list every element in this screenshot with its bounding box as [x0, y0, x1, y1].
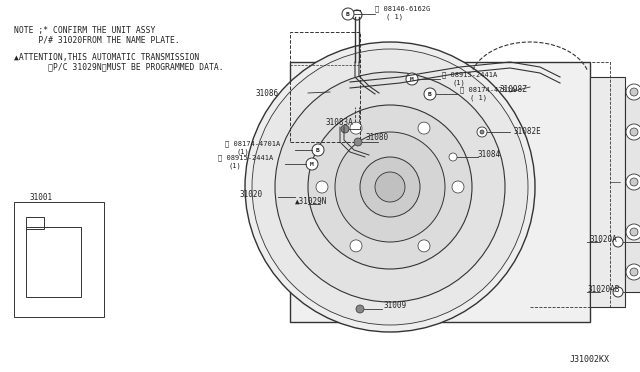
Text: (1): (1)	[236, 149, 249, 155]
Text: ( 1): ( 1)	[470, 95, 487, 101]
Text: B: B	[428, 92, 432, 96]
Circle shape	[350, 122, 362, 134]
Text: Ⓑ 08174-4701A: Ⓑ 08174-4701A	[225, 141, 280, 147]
Circle shape	[375, 172, 405, 202]
Text: 31080: 31080	[365, 132, 388, 141]
Text: 31020AB: 31020AB	[588, 285, 620, 294]
Text: NOTE ;* CONFIRM THE UNIT ASSY: NOTE ;* CONFIRM THE UNIT ASSY	[14, 26, 156, 35]
Text: 31083A: 31083A	[325, 118, 353, 126]
Circle shape	[477, 127, 487, 137]
Text: B: B	[316, 148, 320, 153]
Text: ▲31029N: ▲31029N	[295, 196, 328, 205]
Text: M: M	[410, 77, 414, 81]
Circle shape	[626, 124, 640, 140]
Circle shape	[626, 174, 640, 190]
Circle shape	[630, 88, 638, 96]
Circle shape	[342, 8, 354, 20]
Text: P/# 31020FROM THE NAME PLATE.: P/# 31020FROM THE NAME PLATE.	[14, 35, 180, 45]
Circle shape	[613, 287, 623, 297]
Circle shape	[452, 181, 464, 193]
Circle shape	[424, 88, 436, 100]
Circle shape	[341, 125, 349, 133]
Circle shape	[626, 264, 640, 280]
Text: 31020A: 31020A	[590, 234, 618, 244]
Circle shape	[406, 73, 418, 85]
Text: ( 1): ( 1)	[386, 14, 403, 20]
Circle shape	[335, 132, 445, 242]
Text: Ⓜ 08915-2441A: Ⓜ 08915-2441A	[442, 72, 497, 78]
Text: ▲ATTENTION,THIS AUTOMATIC TRANSMISSION: ▲ATTENTION,THIS AUTOMATIC TRANSMISSION	[14, 52, 199, 61]
Text: (1): (1)	[228, 163, 241, 169]
Circle shape	[449, 153, 457, 161]
Circle shape	[630, 128, 638, 136]
Circle shape	[350, 240, 362, 252]
Text: Ⓑ 08174-4701A: Ⓑ 08174-4701A	[460, 87, 515, 93]
Bar	[625, 92, 640, 292]
Text: B: B	[346, 12, 350, 16]
Circle shape	[613, 237, 623, 247]
Circle shape	[356, 305, 364, 313]
Circle shape	[630, 228, 638, 236]
Text: M: M	[310, 161, 314, 167]
Text: 31098Z: 31098Z	[500, 84, 528, 93]
Circle shape	[626, 224, 640, 240]
Text: 31001: 31001	[30, 192, 53, 202]
Circle shape	[418, 122, 430, 134]
Text: 31084: 31084	[478, 150, 501, 158]
Circle shape	[626, 84, 640, 100]
Bar	[14, 202, 104, 317]
Bar	[590, 77, 625, 307]
Circle shape	[306, 158, 318, 170]
Text: ⒱ 08146-6162G: ⒱ 08146-6162G	[375, 6, 430, 12]
Text: 〈P/C 31029N〉MUST BE PROGRAMMED DATA.: 〈P/C 31029N〉MUST BE PROGRAMMED DATA.	[14, 62, 223, 71]
Bar	[26, 227, 81, 297]
Circle shape	[630, 178, 638, 186]
Circle shape	[312, 144, 324, 156]
Circle shape	[360, 157, 420, 217]
Text: 31020: 31020	[240, 189, 263, 199]
Circle shape	[480, 130, 484, 134]
Circle shape	[316, 181, 328, 193]
Circle shape	[354, 138, 362, 146]
Text: 31082E: 31082E	[513, 126, 541, 135]
Text: 31009: 31009	[383, 301, 406, 311]
Text: J31002KX: J31002KX	[570, 356, 610, 365]
Circle shape	[352, 10, 362, 20]
Text: (1): (1)	[452, 80, 465, 86]
Bar	[290, 32, 360, 142]
Bar	[290, 62, 590, 322]
Circle shape	[418, 240, 430, 252]
Text: 31086: 31086	[255, 89, 278, 97]
Circle shape	[630, 268, 638, 276]
Circle shape	[275, 72, 505, 302]
Circle shape	[245, 42, 535, 332]
Text: Ⓜ 08915-2441A: Ⓜ 08915-2441A	[218, 155, 273, 161]
Circle shape	[252, 49, 528, 325]
Circle shape	[308, 105, 472, 269]
Bar	[26, 217, 44, 229]
